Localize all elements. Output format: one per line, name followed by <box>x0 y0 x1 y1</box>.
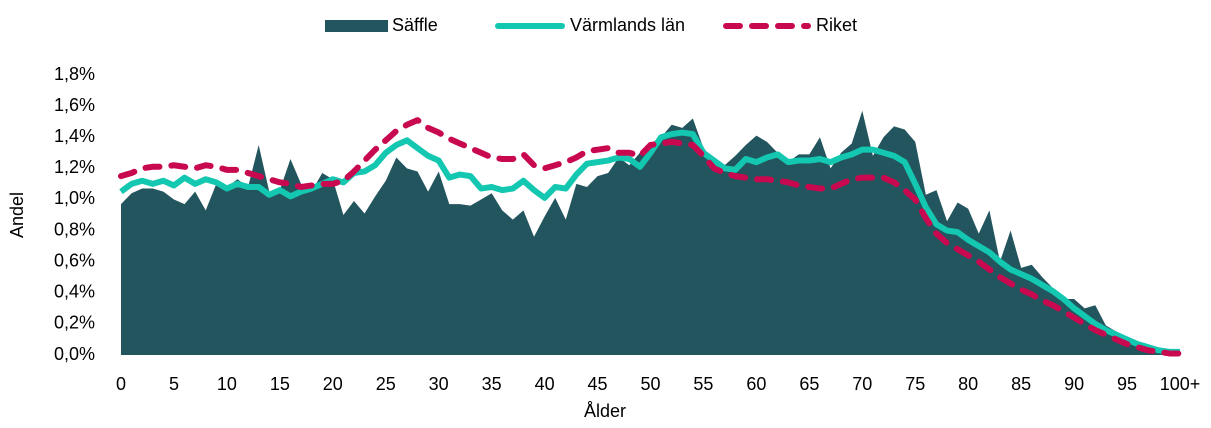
y-tick-label: 0,0% <box>54 344 95 364</box>
y-tick-label: 1,0% <box>54 188 95 208</box>
x-tick-label: 95 <box>1117 374 1137 394</box>
y-tick-label: 0,2% <box>54 313 95 333</box>
x-tick-label: 10 <box>217 374 237 394</box>
legend-label: Värmlands län <box>570 15 685 35</box>
x-tick-label: 80 <box>958 374 978 394</box>
y-tick-label: 0,6% <box>54 250 95 270</box>
x-tick-label: 100+ <box>1160 374 1201 394</box>
line <box>118 117 1183 357</box>
x-tick-label: 65 <box>799 374 819 394</box>
y-tick-label: 1,4% <box>54 126 95 146</box>
y-tick-label: 1,8% <box>54 64 95 84</box>
legend-swatch <box>325 20 388 32</box>
x-tick-label: 35 <box>482 374 502 394</box>
y-tick-label: 1,6% <box>54 95 95 115</box>
legend-label: Riket <box>816 15 857 35</box>
x-tick-label: 40 <box>535 374 555 394</box>
y-tick-label: 0,8% <box>54 219 95 239</box>
y-tick-label: 1,2% <box>54 157 95 177</box>
x-tick-label: 75 <box>905 374 925 394</box>
x-tick-label: 50 <box>640 374 660 394</box>
x-tick-label: 60 <box>746 374 766 394</box>
legend-label: Säffle <box>392 15 438 35</box>
y-tick-label: 0,4% <box>54 282 95 302</box>
x-tick-label: 30 <box>429 374 449 394</box>
x-tick-label: 85 <box>1011 374 1031 394</box>
x-axis-label: Ålder <box>584 401 626 421</box>
x-tick-label: 45 <box>588 374 608 394</box>
x-tick-label: 55 <box>693 374 713 394</box>
x-tick-label: 20 <box>323 374 343 394</box>
area <box>121 110 1180 356</box>
line <box>119 129 1180 355</box>
x-tick-label: 15 <box>270 374 290 394</box>
x-tick-label: 70 <box>852 374 872 394</box>
x-tick-label: 25 <box>376 374 396 394</box>
y-axis-label: Andel <box>7 192 27 238</box>
x-tick-label: 90 <box>1064 374 1084 394</box>
x-tick-label: 0 <box>116 374 126 394</box>
x-tick-label: 5 <box>169 374 179 394</box>
